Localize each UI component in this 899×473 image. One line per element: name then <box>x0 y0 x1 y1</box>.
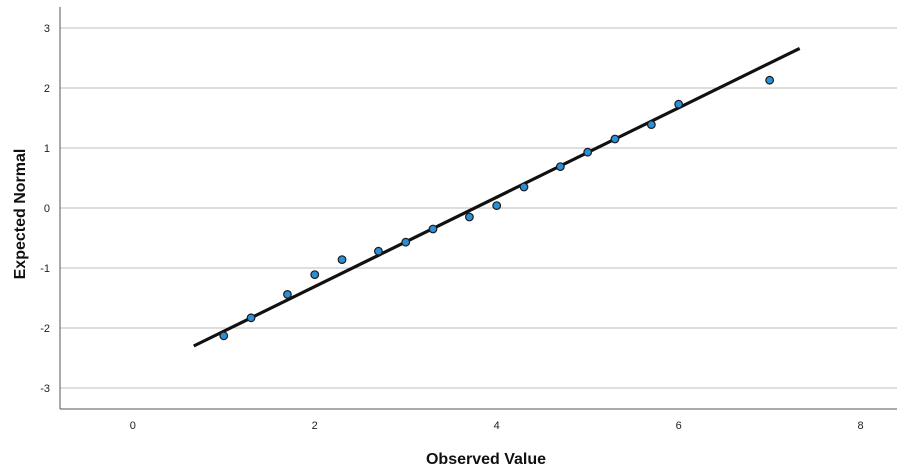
y-tick-label: -2 <box>40 323 50 335</box>
data-point <box>646 120 656 129</box>
x-tick-labels: 0 2 4 6 8 <box>130 420 864 432</box>
data-point <box>610 134 620 144</box>
data-point <box>219 331 229 341</box>
data-point <box>401 237 411 247</box>
y-tick-label: -1 <box>40 263 50 275</box>
y-tick-labels: -3 -2 -1 0 1 2 3 <box>40 23 50 395</box>
x-tick-label: 8 <box>858 420 864 432</box>
x-tick-label: 4 <box>494 420 500 432</box>
y-tick-label: 1 <box>44 143 50 155</box>
reference-line <box>193 46 801 348</box>
x-axis-title: Observed Value <box>426 451 546 468</box>
y-tick-label: 0 <box>44 203 50 215</box>
data-point <box>310 270 320 280</box>
x-tick-label: 6 <box>676 420 682 432</box>
y-axis-title: Expected Normal <box>12 149 29 280</box>
x-tick-label: 0 <box>130 420 136 432</box>
data-point <box>428 224 438 234</box>
data-point <box>583 147 593 157</box>
grid-lines <box>60 27 897 389</box>
y-tick-label: -3 <box>40 383 50 395</box>
axes <box>59 7 897 410</box>
data-point <box>374 246 383 256</box>
data-point <box>765 75 775 85</box>
data-point <box>519 182 529 192</box>
x-tick-label: 2 <box>312 420 318 432</box>
data-point <box>555 162 565 172</box>
data-points <box>219 75 775 341</box>
data-point <box>674 99 684 109</box>
reference-line-group <box>193 46 801 348</box>
data-point <box>283 290 292 299</box>
data-point <box>337 255 347 265</box>
y-tick-label: 3 <box>44 23 50 35</box>
data-point <box>246 313 256 323</box>
y-tick-label: 2 <box>44 83 50 95</box>
data-point <box>492 201 502 211</box>
data-point <box>465 212 474 222</box>
